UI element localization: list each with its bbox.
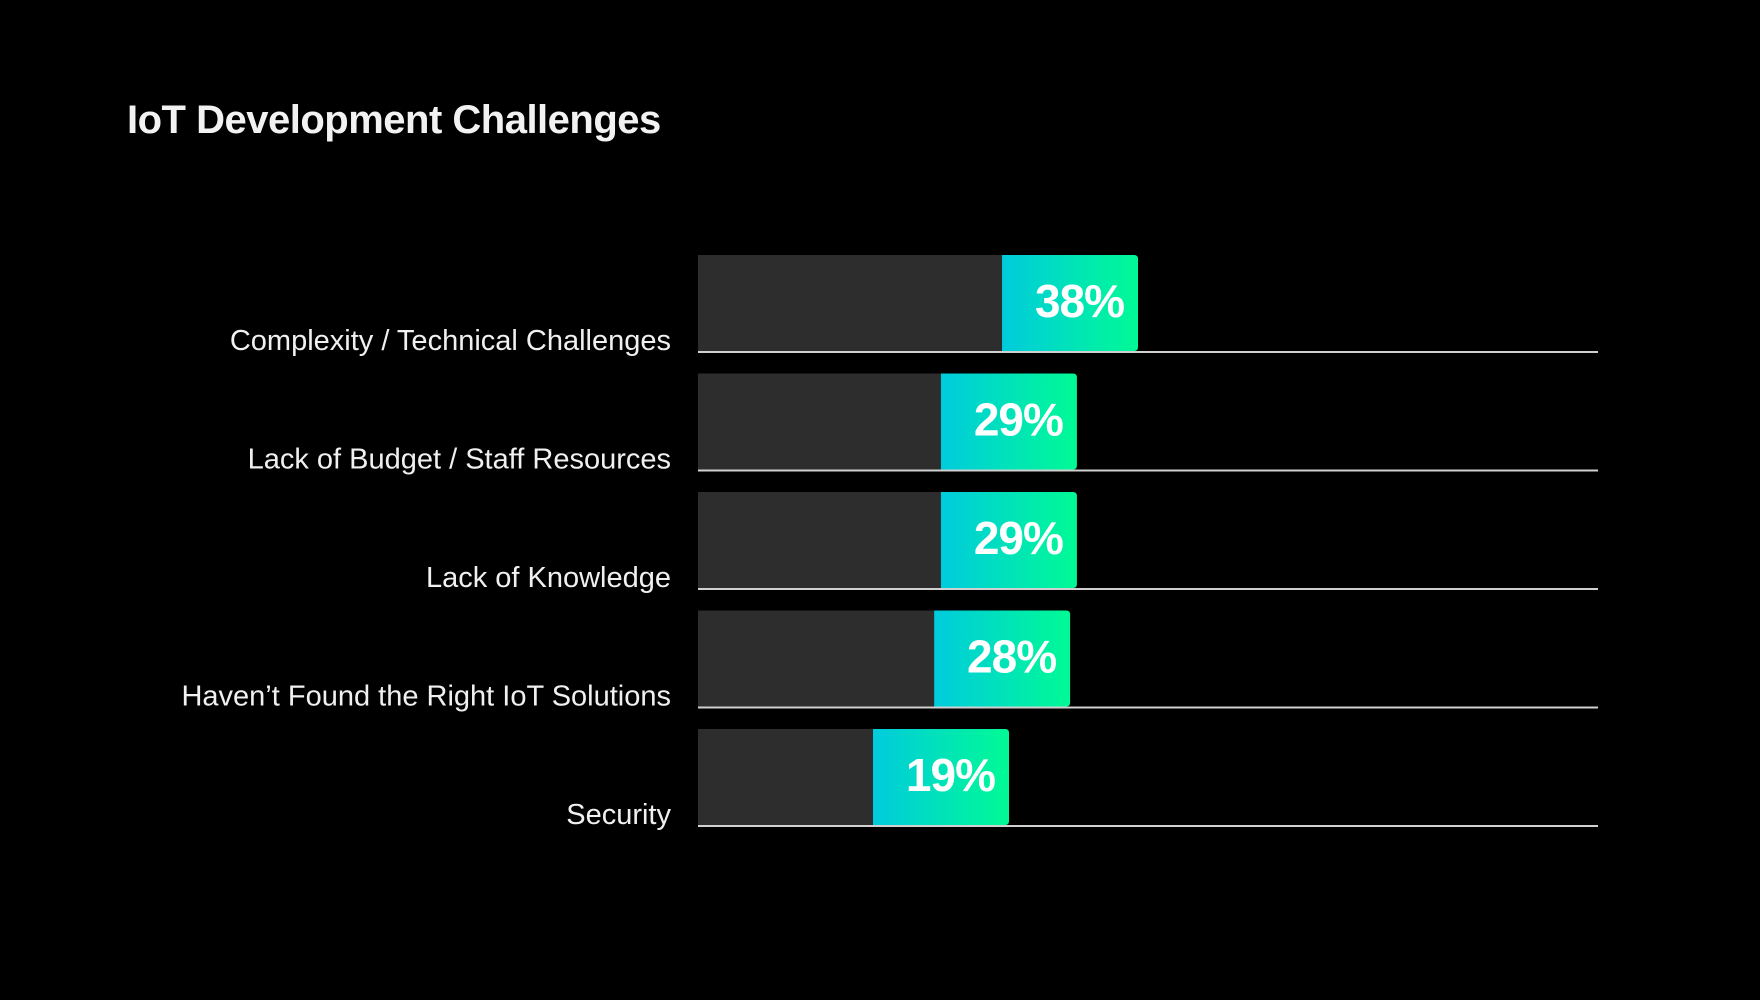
bar-row: 28% Haven’t Found the Right IoT Solutions [181,610,1598,713]
category-label: Security [566,799,671,831]
bar-track [698,373,941,470]
category-label: Lack of Knowledge [426,562,671,594]
bar-track [698,255,1003,351]
value-label: 29% [974,512,1063,564]
value-label: 29% [974,394,1063,446]
value-label: 38% [1035,275,1124,327]
bar-row: 19% Security [566,729,1598,831]
bar-value [873,729,1010,825]
bar-row: 29% Lack of Knowledge [426,492,1598,594]
category-label: Complexity / Technical Challenges [230,325,671,357]
value-label: 19% [906,749,995,801]
bar-track [698,729,874,825]
bar-row: 29% Lack of Budget / Staff Resources [248,373,1598,476]
bar-value [934,610,1071,707]
bar-track [698,492,941,588]
category-label: Haven’t Found the Right IoT Solutions [181,681,671,713]
category-label: Lack of Budget / Staff Resources [248,444,671,476]
value-label: 28% [967,631,1056,683]
chart-title: IoT Development Challenges [127,98,661,142]
bar-track [698,610,935,707]
bar-value [940,492,1077,588]
bar-value [1002,255,1139,351]
bar-row: 38% Complexity / Technical Challenges [230,255,1598,357]
bar-value [940,373,1077,470]
